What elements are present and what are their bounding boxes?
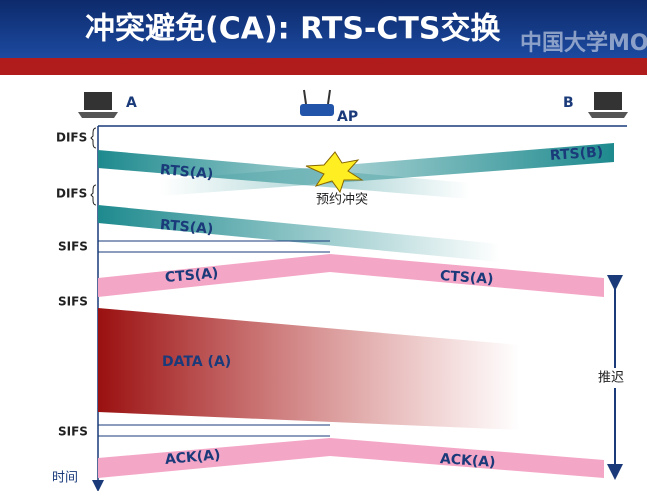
rts-band bbox=[98, 205, 500, 262]
frame-label: RTS(A) bbox=[159, 217, 214, 238]
frame-label: DATA (A) bbox=[162, 354, 231, 370]
title: 冲突避免(CA): RTS-CTS交换 bbox=[85, 12, 501, 47]
access-point bbox=[300, 89, 334, 116]
interval-label: SIFS bbox=[58, 240, 88, 254]
sifs-lines bbox=[98, 240, 330, 437]
frame-label: ACK(A) bbox=[439, 451, 496, 471]
header-bar bbox=[0, 0, 647, 58]
frame-label: RTS(B) bbox=[549, 144, 603, 164]
time-axis-label: 时间 bbox=[52, 471, 78, 486]
interval-label: DIFS bbox=[56, 131, 87, 145]
frame-label: CTS(A) bbox=[439, 268, 494, 288]
laptop-b bbox=[588, 92, 628, 118]
ack-band bbox=[98, 438, 604, 478]
collision-label: 预约冲突 bbox=[316, 192, 368, 208]
frame-label: CTS(A) bbox=[164, 265, 219, 286]
frame-label: RTS(A) bbox=[159, 162, 214, 183]
node-label: A bbox=[126, 95, 137, 111]
interval-label: SIFS bbox=[58, 425, 88, 439]
node-label: AP bbox=[337, 109, 358, 125]
frame-label: ACK(A) bbox=[164, 447, 221, 468]
collision-star bbox=[305, 151, 364, 194]
laptop-a bbox=[78, 92, 118, 118]
node-label: B bbox=[563, 95, 574, 111]
rts-band bbox=[160, 143, 614, 196]
defer-bg bbox=[596, 368, 634, 388]
data-band bbox=[98, 308, 520, 430]
cts-band bbox=[98, 254, 604, 297]
interval-braces bbox=[90, 127, 97, 206]
interval-label: SIFS bbox=[58, 295, 88, 309]
defer-label: 推迟 bbox=[598, 371, 624, 386]
interval-label: DIFS bbox=[56, 187, 87, 201]
header-stripe bbox=[0, 58, 647, 75]
watermark: 中国大学MO bbox=[520, 30, 647, 56]
